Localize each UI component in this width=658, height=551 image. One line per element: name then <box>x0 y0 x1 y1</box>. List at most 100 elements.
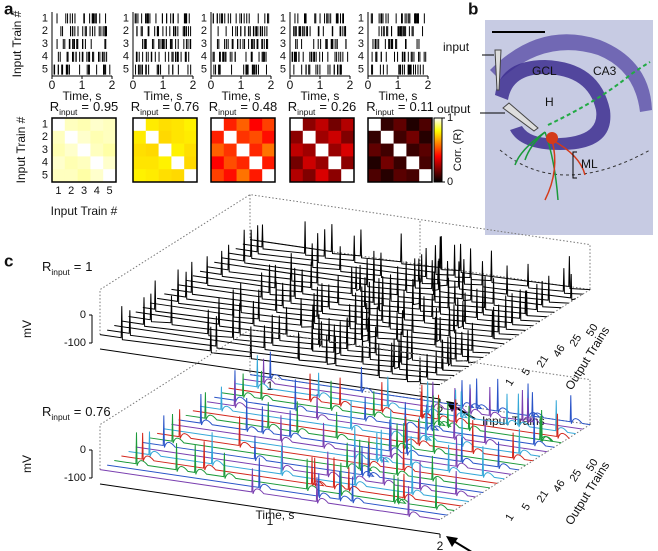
y-tick-label: 4 <box>201 51 207 63</box>
matrix-cell <box>184 169 198 183</box>
x-tick-label: 0 <box>208 78 215 92</box>
trace <box>178 272 519 336</box>
matrix-cell <box>184 156 198 170</box>
r-value: 0.11 <box>409 99 433 114</box>
y-tick-label: 5 <box>201 64 207 76</box>
equals: = <box>240 99 248 114</box>
matrix-cell <box>145 130 159 144</box>
trace <box>142 415 483 493</box>
matrix-title: Rinput = 0.95 <box>50 99 119 117</box>
y-axis-label: mV <box>20 320 34 338</box>
y-tick-label: 1 <box>201 12 207 24</box>
x-axis-label: Time, s <box>63 89 102 103</box>
ml-border <box>499 149 651 176</box>
matrix-cell <box>328 118 342 132</box>
trace <box>199 250 541 322</box>
matrix-cell <box>380 169 394 183</box>
matrix-cell <box>236 118 250 132</box>
colorbar-label: Corr. (R) <box>452 129 464 171</box>
matrix-y-tick-label: 3 <box>42 144 48 156</box>
x-tick-label: 0 <box>130 78 137 92</box>
y-tick-label: 2 <box>123 25 129 37</box>
image-label: CA3 <box>593 64 617 78</box>
depth-tick-label: 25 <box>568 332 585 349</box>
x-tick-label: 1 <box>238 78 245 92</box>
trace <box>221 370 562 444</box>
y-tick-label: 4 <box>42 51 48 63</box>
trace <box>249 224 591 291</box>
trace <box>214 370 555 448</box>
trace <box>207 244 548 318</box>
matrix-title: Rinput = 0.11 <box>366 99 434 117</box>
matrix-cell <box>380 143 394 157</box>
r-subscript: input <box>376 107 395 117</box>
depth-tick-label: 46 <box>551 343 568 360</box>
histology-image <box>480 20 653 235</box>
panel-label: b <box>468 0 478 18</box>
matrix-cell <box>341 118 355 132</box>
matrix-cell <box>302 130 316 144</box>
matrix-cell <box>77 156 91 170</box>
x-tick-label: 0 <box>49 78 56 92</box>
matrix-cell <box>158 118 172 132</box>
y-tick-label: 3 <box>123 38 129 50</box>
trace <box>185 392 526 466</box>
matrix-x-tick-label: 4 <box>94 185 100 197</box>
r-value: 0.26 <box>331 99 356 114</box>
x-tick-label: 2 <box>268 78 275 92</box>
y-tick-label: 4 <box>358 51 364 63</box>
matrix-cell <box>406 169 420 183</box>
matrix-cell <box>236 156 250 170</box>
matrix-cell <box>236 143 250 157</box>
r-value: 0.76 <box>174 99 199 114</box>
x-tick-label: 2 <box>437 539 444 551</box>
matrix-cell <box>77 118 91 132</box>
matrix-title: Rinput = 0.48 <box>209 99 278 117</box>
matrix-cell <box>380 156 394 170</box>
matrix-cell <box>90 156 104 170</box>
matrix-cell <box>393 169 407 183</box>
ml-bracket <box>572 151 577 179</box>
x-axis-label: Time, s <box>379 89 418 103</box>
matrix-cell <box>393 143 407 157</box>
trace <box>128 431 469 502</box>
trace <box>214 258 555 313</box>
matrix-cell <box>262 169 276 183</box>
matrix-cell <box>158 130 172 144</box>
matrix-cell <box>223 118 237 132</box>
r-subscript: input <box>140 107 159 117</box>
matrix-cell <box>328 130 342 144</box>
matrix-cell <box>406 143 420 157</box>
x-tick-label: 0 <box>365 78 372 92</box>
trace <box>164 271 505 345</box>
matrix-cell <box>290 130 304 144</box>
r-subscript: input <box>218 107 237 117</box>
trace <box>121 297 462 372</box>
y-axis-label: mV <box>20 455 34 473</box>
matrix-cell <box>406 118 420 132</box>
matrix-y-label: Input Train # <box>14 116 28 183</box>
matrix-cell <box>77 130 91 144</box>
matrix-cell <box>419 118 433 132</box>
trace <box>114 432 455 512</box>
image-label: H <box>545 95 554 109</box>
y-tick-label: 2 <box>201 25 207 37</box>
matrix-cell <box>406 156 420 170</box>
matrix-cell <box>223 156 237 170</box>
matrix-cell <box>52 169 66 183</box>
matrix-cell <box>302 156 316 170</box>
matrix-cell <box>171 156 185 170</box>
trace <box>107 310 448 381</box>
r-symbol: R <box>131 99 140 114</box>
matrix-cell <box>184 130 198 144</box>
x-tick-label: 1 <box>317 78 324 92</box>
y-tick-label: 3 <box>280 38 286 50</box>
matrix-cell <box>368 143 382 157</box>
matrix-cell <box>223 143 237 157</box>
matrix-cell <box>90 130 104 144</box>
y-tick-label: 1 <box>42 12 48 24</box>
equals: = <box>398 99 406 114</box>
matrix-cell <box>419 156 433 170</box>
y-tick-label: -100 <box>64 472 86 484</box>
r-symbol: R <box>42 404 51 419</box>
